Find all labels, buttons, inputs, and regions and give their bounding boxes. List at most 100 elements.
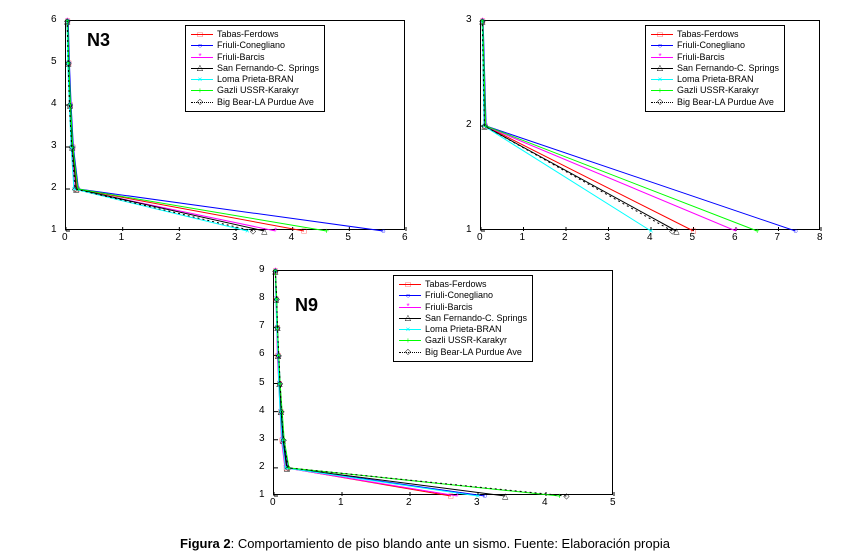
svg-text:◇: ◇ [479, 17, 486, 26]
legend-row: + Gazli USSR-Karakyr [651, 85, 779, 96]
legend-label: Tabas-Ferdows [677, 29, 739, 40]
legend-row: ◇Big Bear-LA Purdue Ave [191, 97, 319, 108]
legend-swatch: + [399, 336, 421, 346]
legend-row: ◇ Big Bear-LA Purdue Ave [651, 97, 779, 108]
ytick-label: 3 [259, 433, 265, 444]
xtick-label: 2 [175, 232, 181, 243]
ytick-label: 2 [466, 119, 472, 130]
ytick-label: 5 [259, 377, 265, 388]
legend-row: ○ Friuli-Conegliano [399, 290, 527, 301]
svg-text:○: ○ [793, 227, 798, 236]
svg-text:○: ○ [381, 227, 386, 236]
xtick-label: 1 [520, 232, 526, 243]
legend-swatch: * [399, 302, 421, 312]
legend-label: Gazli USSR-Karakyr [217, 85, 299, 96]
legend-swatch: △ [651, 63, 673, 73]
xtick-label: 3 [605, 232, 611, 243]
legend-row: △ San Fernando-C. Springs [651, 63, 779, 74]
legend-label: Tabas-Ferdows [217, 29, 279, 40]
ytick-label: 3 [51, 140, 57, 151]
xtick-label: 8 [817, 232, 823, 243]
svg-text:◇: ◇ [276, 351, 283, 360]
xtick-label: 3 [232, 232, 238, 243]
ytick-label: 9 [259, 264, 265, 275]
legend-label: Gazli USSR-Karakyr [425, 335, 507, 346]
xtick-label: 3 [474, 497, 480, 508]
legend-label: Friuli-Conegliano [677, 40, 745, 51]
legend-label: San Fernando-C. Springs [677, 63, 779, 74]
svg-text:◇: ◇ [669, 227, 676, 236]
ytick-label: 1 [51, 224, 57, 235]
xtick-label: 4 [289, 232, 295, 243]
legend-label: Friuli-Barcis [677, 52, 725, 63]
legend-swatch: ◇ [191, 97, 213, 107]
xtick-label: 0 [477, 232, 483, 243]
legend-row: ◇ Big Bear-LA Purdue Ave [399, 347, 527, 358]
legend-swatch: × [651, 75, 673, 85]
legend-label: Gazli USSR-Karakyr [677, 85, 759, 96]
panel-title-n3: N3 [87, 30, 110, 51]
legend-row: ×Loma Prieta-BRAN [191, 74, 319, 85]
legend-label: Friuli-Barcis [217, 52, 265, 63]
legend-swatch: ◇ [651, 97, 673, 107]
legend-row: ×Loma Prieta-BRAN [651, 74, 779, 85]
legend-label: Friuli-Conegliano [217, 40, 285, 51]
svg-text:◇: ◇ [280, 435, 287, 444]
caption-prefix: Figura 2 [180, 536, 231, 551]
legend-swatch: ○ [191, 41, 213, 51]
ytick-label: 7 [259, 320, 265, 331]
legend-swatch: + [651, 86, 673, 96]
legend-swatch: × [399, 325, 421, 335]
svg-text:◇: ◇ [64, 17, 71, 26]
ytick-label: 4 [51, 98, 57, 109]
legend-label: Loma Prieta-BRAN [425, 324, 502, 335]
ytick-label: 2 [51, 182, 57, 193]
legend-swatch: * [191, 52, 213, 62]
legend-label: Big Bear-LA Purdue Ave [425, 347, 522, 358]
legend-label: Big Bear-LA Purdue Ave [677, 97, 774, 108]
legend-swatch: ○ [399, 291, 421, 301]
xtick-label: 0 [270, 497, 276, 508]
legend-swatch: △ [191, 63, 213, 73]
svg-text:+: + [755, 227, 760, 236]
svg-text:+: + [557, 492, 562, 501]
xtick-label: 4 [647, 232, 653, 243]
xtick-label: 5 [610, 497, 616, 508]
legend-row: ○ Friuli-Conegliano [651, 40, 779, 51]
svg-text:◇: ◇ [274, 295, 281, 304]
legend-label: Loma Prieta-BRAN [217, 74, 294, 85]
legend-n3: □Tabas-Ferdows○Friuli-Conegliano*Friuli-… [185, 25, 325, 112]
svg-text:△: △ [261, 227, 268, 236]
xtick-label: 5 [690, 232, 696, 243]
ytick-label: 4 [259, 405, 265, 416]
legend-row: □Tabas-Ferdows [399, 279, 527, 290]
legend-row: *Friuli-Barcis [399, 302, 527, 313]
legend-swatch: ◇ [399, 347, 421, 357]
ytick-label: 2 [259, 461, 265, 472]
legend-label: Friuli-Conegliano [425, 290, 493, 301]
svg-text:◇: ◇ [563, 492, 570, 501]
panel-title-n9: N9 [295, 295, 318, 316]
caption-text: : Comportamiento de piso blando ante un … [231, 536, 670, 551]
svg-text:◇: ◇ [72, 185, 79, 194]
legend-swatch: ○ [651, 41, 673, 51]
xtick-label: 6 [402, 232, 408, 243]
legend-label: San Fernando-C. Springs [425, 313, 527, 324]
svg-text:◇: ◇ [277, 379, 284, 388]
xtick-label: 1 [338, 497, 344, 508]
legend-swatch: + [191, 86, 213, 96]
svg-text:◇: ◇ [272, 267, 279, 276]
legend-n6: □Tabas-Ferdows○Friuli-Conegliano*Friuli-… [645, 25, 785, 112]
svg-text:◇: ◇ [278, 407, 285, 416]
xtick-label: 2 [562, 232, 568, 243]
figure-container: □□□□□□○○○○○○******△△△△△△××××××++++++◇◇◇◇… [0, 0, 850, 557]
legend-row: △San Fernando-C. Springs [399, 313, 527, 324]
xtick-label: 7 [775, 232, 781, 243]
svg-text:◇: ◇ [274, 323, 281, 332]
legend-row: ○ Friuli-Conegliano [191, 40, 319, 51]
svg-text:◇: ◇ [66, 101, 73, 110]
legend-swatch: □ [651, 30, 673, 40]
ytick-label: 1 [259, 489, 265, 500]
legend-row: △San Fernando-C. Springs [191, 63, 319, 74]
svg-text:◇: ◇ [481, 122, 488, 131]
